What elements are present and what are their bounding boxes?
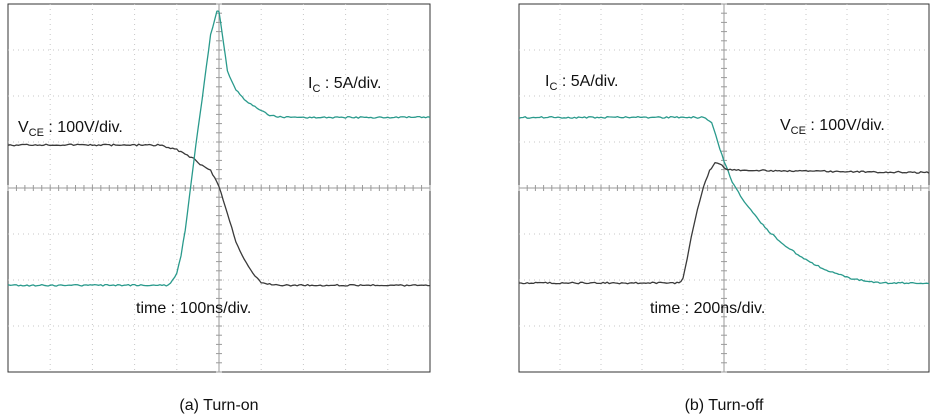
turnon-caption: (a) Turn-on bbox=[179, 397, 258, 414]
turnon-ic-trace bbox=[7, 10, 431, 287]
turnoff-panel: IC : 5A/div. VCE : 100V/div. time : 200n… bbox=[518, 3, 930, 414]
turnon-time-label: time : 100ns/div. bbox=[136, 300, 251, 317]
turnoff-vce-label: VCE : 100V/div. bbox=[780, 117, 885, 137]
turnoff-ic-trace bbox=[518, 115, 930, 285]
turnoff-time-label: time : 200ns/div. bbox=[650, 300, 765, 317]
turnon-traces bbox=[7, 10, 431, 287]
turnon-panel: IC : 5A/div. VCE : 100V/div. time : 100n… bbox=[7, 3, 431, 414]
turnon-ic-label: IC : 5A/div. bbox=[308, 75, 381, 95]
turnoff-traces bbox=[518, 115, 930, 285]
turnoff-vce-trace bbox=[519, 162, 930, 285]
turnoff-caption: (b) Turn-off bbox=[685, 397, 764, 414]
turnon-vce-trace bbox=[7, 143, 430, 287]
turnoff-grid bbox=[518, 3, 930, 373]
turnoff-ic-label: IC : 5A/div. bbox=[545, 73, 618, 93]
turnon-vce-label: VCE : 100V/div. bbox=[18, 119, 123, 139]
